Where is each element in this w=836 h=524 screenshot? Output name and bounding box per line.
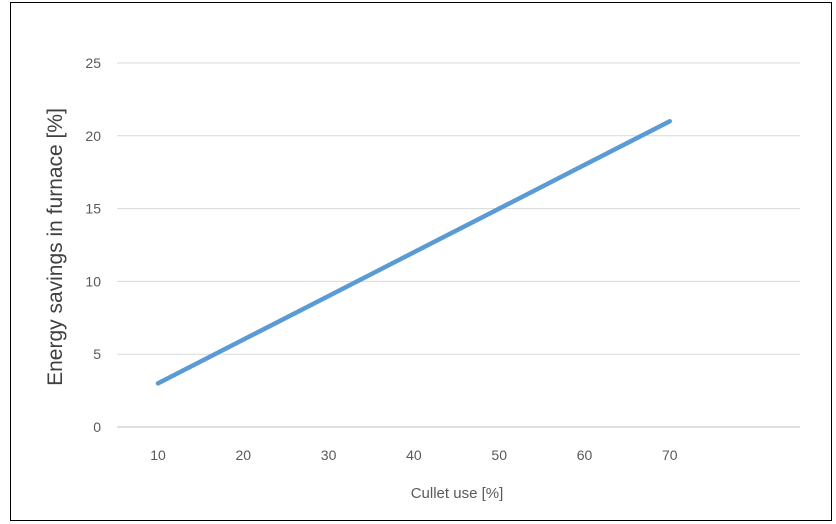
- y-tick-label: 15: [85, 201, 101, 217]
- x-tick-label: 70: [662, 447, 678, 463]
- gridlines: [117, 62, 800, 428]
- y-axis-title: Energy savings in furnace [%]: [44, 108, 67, 386]
- chart-frame: [10, 2, 832, 521]
- series-line: [155, 118, 673, 386]
- x-axis-title: Cullet use [%]: [411, 485, 504, 502]
- x-tick-label: 30: [321, 447, 337, 463]
- y-tick-label: 0: [93, 419, 101, 435]
- x-tick-label: 60: [577, 447, 593, 463]
- y-axis-ticks: 0 5 10 15 20 25: [85, 55, 101, 435]
- x-tick-label: 20: [236, 447, 252, 463]
- y-tick-label: 20: [85, 128, 101, 144]
- y-tick-label: 10: [85, 273, 101, 289]
- x-axis-ticks: 10 20 30 40 50 60 70: [150, 447, 678, 463]
- x-tick-label: 10: [150, 447, 166, 463]
- x-tick-label: 40: [406, 447, 422, 463]
- x-tick-label: 50: [491, 447, 507, 463]
- series-group: [155, 118, 673, 386]
- y-tick-label: 5: [93, 346, 101, 362]
- y-tick-label: 25: [85, 55, 101, 71]
